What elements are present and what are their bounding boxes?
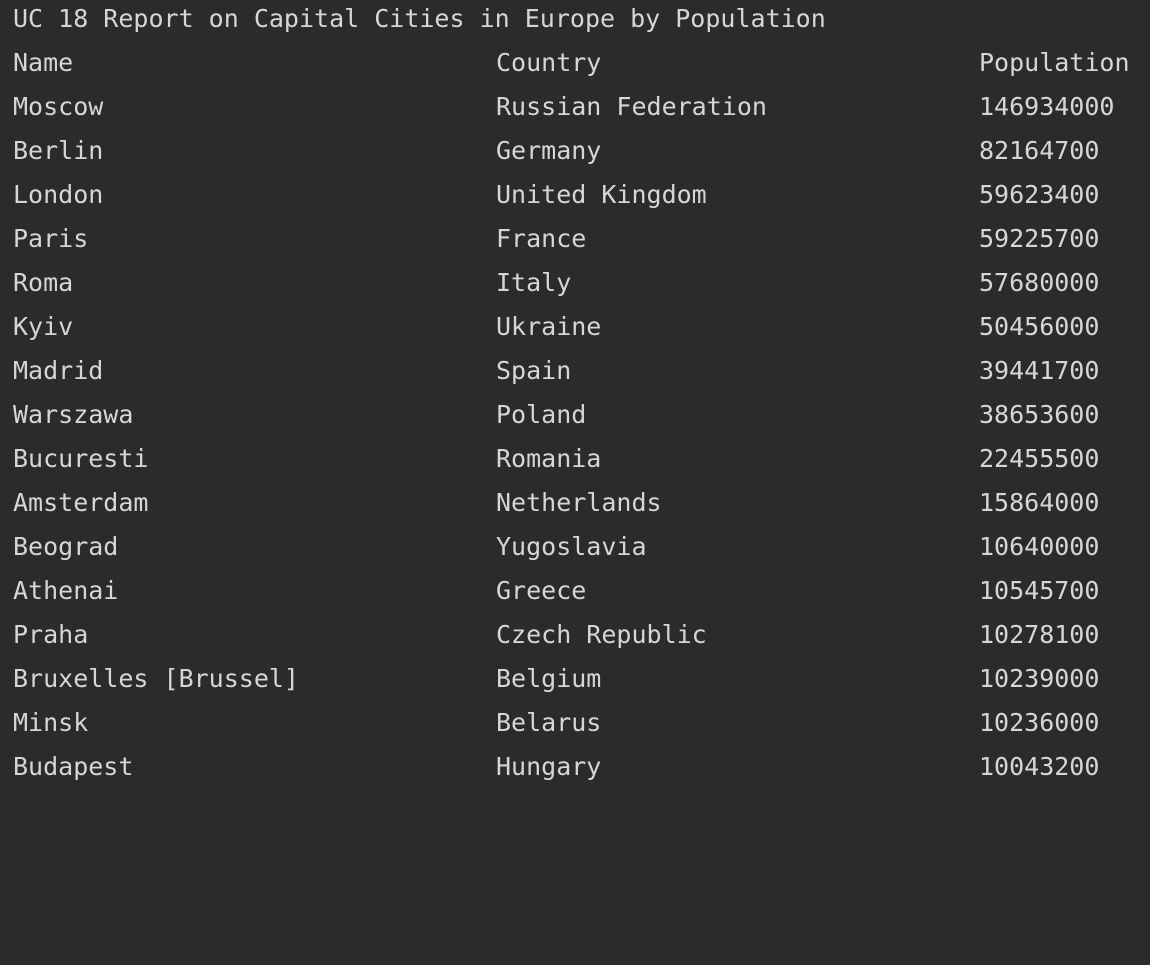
country-name: Germany [496,136,602,165]
header-name: Name [13,48,74,77]
city-name: Beograd [13,532,119,561]
table-row: Roma Italy 57680000 [13,261,1150,305]
city-name: Warszawa [13,400,134,429]
table-row: Warszawa Poland 38653600 [13,393,1150,437]
population-value: 10545700 [979,576,1100,605]
country-name: Russian Federation [496,92,767,121]
population-value: 10236000 [979,708,1100,737]
table-row: Praha Czech Republic 10278100 [13,613,1150,657]
table-row: Berlin Germany 82164700 [13,129,1150,173]
table-row: Bucuresti Romania 22455500 [13,437,1150,481]
country-name: Czech Republic [496,620,707,649]
population-value: 59225700 [979,224,1100,253]
table-row: Kyiv Ukraine 50456000 [13,305,1150,349]
header-row: Name Country Population [13,41,1150,85]
country-name: Hungary [496,752,602,781]
table-row: Paris France 59225700 [13,217,1150,261]
city-name: Roma [13,268,74,297]
population-value: 38653600 [979,400,1100,429]
header-population: Population [979,48,1130,77]
population-value: 57680000 [979,268,1100,297]
country-name: Poland [496,400,587,429]
city-name: Bruxelles [Brussel] [13,664,299,693]
country-name: Greece [496,576,587,605]
population-value: 10043200 [979,752,1100,781]
city-name: Bucuresti [13,444,149,473]
population-value: 82164700 [979,136,1100,165]
city-name: Praha [13,620,89,649]
city-name: Amsterdam [13,488,149,517]
table-row: Minsk Belarus 10236000 [13,701,1150,745]
population-value: 10278100 [979,620,1100,649]
country-name: Spain [496,356,572,385]
country-name: France [496,224,587,253]
population-value: 50456000 [979,312,1100,341]
country-name: Italy [496,268,572,297]
city-name: Athenai [13,576,119,605]
header-country: Country [496,48,602,77]
country-name: Belgium [496,664,602,693]
country-name: Romania [496,444,602,473]
table-row: London United Kingdom 59623400 [13,173,1150,217]
city-name: Kyiv [13,312,74,341]
country-name: United Kingdom [496,180,707,209]
city-name: Minsk [13,708,89,737]
city-name: Moscow [13,92,104,121]
population-value: 10239000 [979,664,1100,693]
population-value: 15864000 [979,488,1100,517]
city-name: Budapest [13,752,134,781]
country-name: Yugoslavia [496,532,647,561]
table-row: Amsterdam Netherlands 15864000 [13,481,1150,525]
city-name: Madrid [13,356,104,385]
population-value: 39441700 [979,356,1100,385]
city-name: London [13,180,104,209]
country-name: Ukraine [496,312,602,341]
city-name: Berlin [13,136,104,165]
table-row: Moscow Russian Federation 146934000 [13,85,1150,129]
table-row: Madrid Spain 39441700 [13,349,1150,393]
population-value: 146934000 [979,92,1115,121]
city-name: Paris [13,224,89,253]
population-value: 10640000 [979,532,1100,561]
table-row: Beograd Yugoslavia 10640000 [13,525,1150,569]
country-name: Netherlands [496,488,662,517]
country-name: Belarus [496,708,602,737]
report-title: UC 18 Report on Capital Cities in Europe… [13,4,826,33]
table-row: Bruxelles [Brussel] Belgium 10239000 [13,657,1150,701]
population-value: 22455500 [979,444,1100,473]
table-row: Budapest Hungary 10043200 [13,745,1150,789]
table-row: Athenai Greece 10545700 [13,569,1150,613]
console-output[interactable]: UC 18 Report on Capital Cities in Europe… [13,0,1150,789]
population-value: 59623400 [979,180,1100,209]
